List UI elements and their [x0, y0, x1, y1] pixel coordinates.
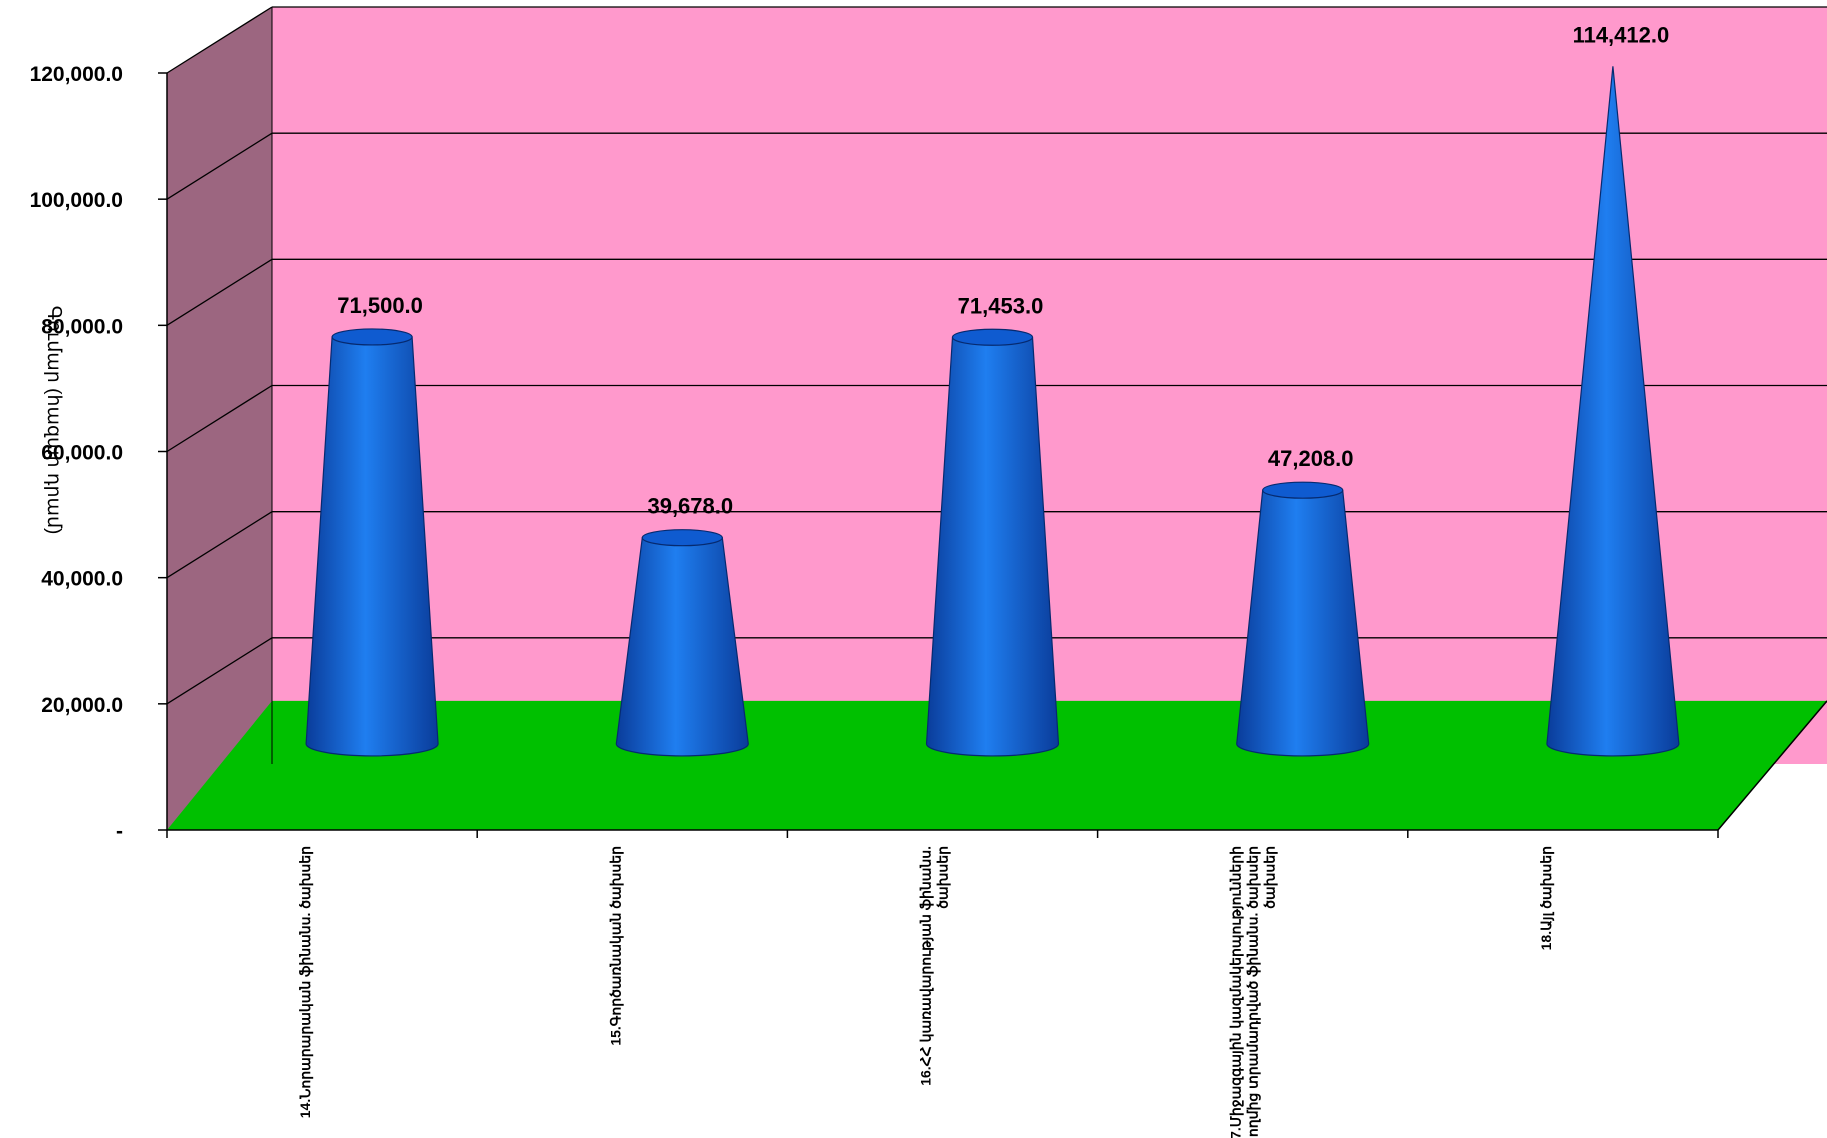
y-tick-label: 20,000.0	[41, 694, 123, 717]
gridline-side	[166, 258, 273, 326]
data-label: 39,678.0	[647, 494, 733, 519]
category-label: 14.Նորարարական ֆինանս. ծախսեր	[297, 846, 314, 1118]
y-tick-label: 40,000.0	[41, 568, 123, 591]
category-label: 15.Գործառնական ծախսեր	[607, 846, 624, 1046]
cone-top	[1262, 481, 1344, 499]
cone	[305, 328, 439, 757]
y-tick-label: -	[116, 820, 123, 843]
cone-body	[1546, 66, 1680, 757]
data-label: 114,412.0	[1573, 22, 1670, 47]
y-tick-label: 60,000.0	[41, 442, 123, 465]
cone-top	[641, 529, 723, 547]
cone-body	[305, 336, 439, 757]
category-labels: 14.Նորարարական ֆինանս. ծախսեր 15.Գործառնա…	[297, 846, 1555, 1138]
x-axis	[166, 700, 1827, 838]
cone-top	[331, 328, 413, 346]
category-label: 18.Այլ ծախսեր	[1538, 846, 1555, 950]
cone-body	[925, 336, 1060, 757]
category-label: ծախսեր	[1262, 846, 1279, 909]
category-label: ծախսեր	[935, 846, 952, 909]
cone	[615, 529, 749, 757]
category-label: 17.Միջազգային կազմակերպությունների	[1228, 846, 1245, 1138]
data-labels: 71,500.0 39,678.0 71,453.0 47,208.0 114,412.…	[337, 22, 1669, 518]
y-axis-title: Գումար (հազար դրամ)	[43, 306, 64, 535]
data-label: 71,500.0	[337, 293, 423, 318]
floor-edge-line	[1717, 700, 1827, 831]
gridline-side	[166, 384, 273, 453]
y-tick-label: 100,000.0	[30, 189, 123, 212]
data-label: 47,208.0	[1268, 446, 1354, 471]
y-tick-label: 80,000.0	[41, 315, 123, 338]
gridline-side	[166, 132, 273, 200]
gridlines	[166, 6, 1827, 705]
cone-body	[615, 537, 749, 757]
y-tick-label: 120,000.0	[30, 63, 123, 86]
cone	[1546, 66, 1680, 757]
cone	[925, 328, 1060, 757]
category-label: կողմից տրամադրված ֆինանս. ծախսեր	[1245, 846, 1262, 1138]
gridline-side	[166, 637, 273, 705]
cone-top	[951, 328, 1034, 346]
y-axis: - 20,000.0 40,000.0 60,000.0 80,000.0 100,000…	[30, 7, 273, 843]
floor	[167, 700, 1827, 830]
cone-body	[1236, 489, 1370, 757]
data-label: 71,453.0	[958, 293, 1044, 318]
gridline-side	[166, 511, 273, 579]
gridline-side	[166, 6, 273, 74]
category-label: 16.ՀՀ կառավարության ֆինանս.	[918, 846, 935, 1086]
cones	[305, 66, 1680, 757]
cone	[1236, 481, 1370, 757]
